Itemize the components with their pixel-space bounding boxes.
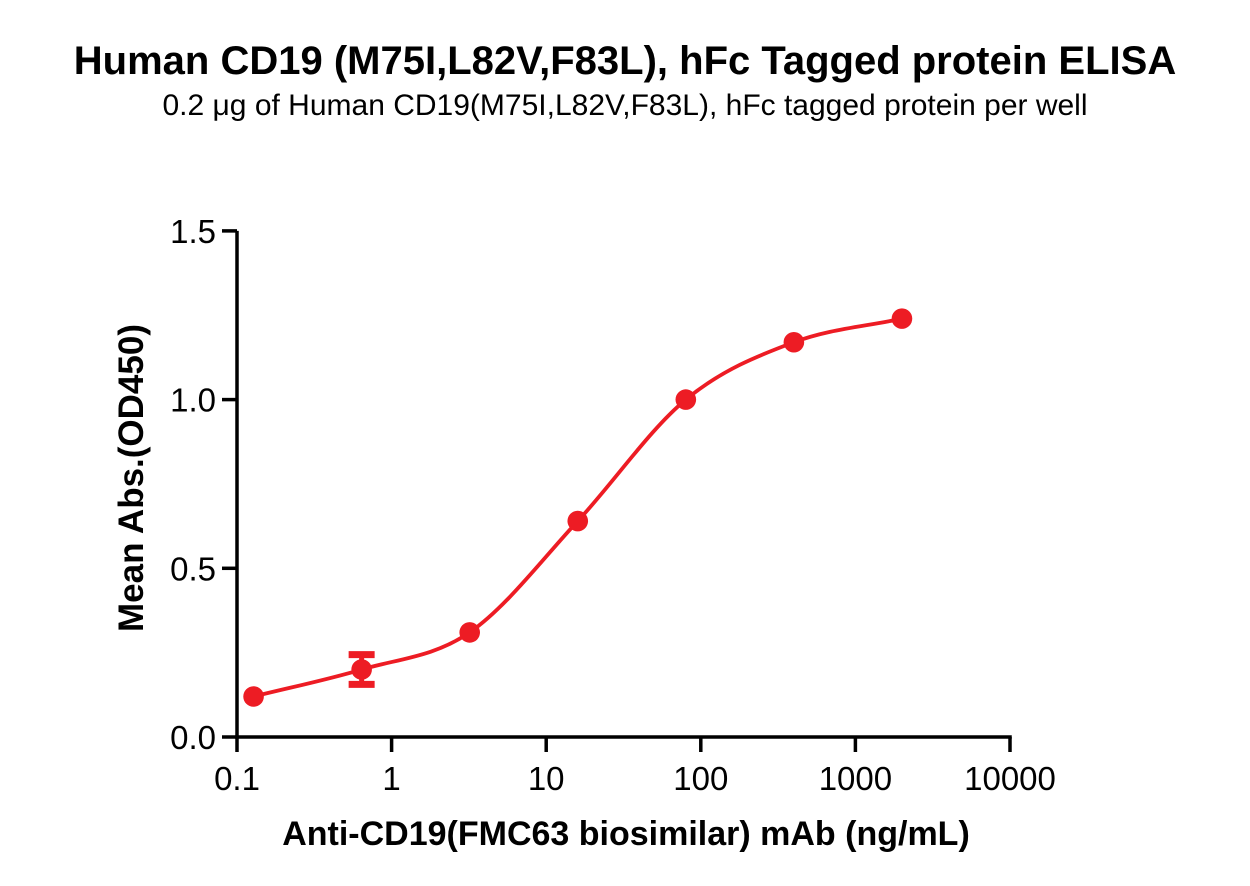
x-tick-label: 0.1: [214, 760, 260, 797]
x-tick-label: 100: [673, 760, 728, 797]
x-tick-label: 10: [528, 760, 565, 797]
chart-subtitle: 0.2 μg of Human CD19(M75I,L82V,F83L), hF…: [162, 89, 1088, 122]
x-tick-label: 1000: [819, 760, 892, 797]
x-tick-label: 10000: [964, 760, 1056, 797]
y-axis-label: Mean Abs.(OD450): [112, 324, 151, 632]
y-tick-label: 0.0: [170, 719, 216, 756]
axes: [235, 230, 1012, 739]
data-point: [243, 686, 264, 707]
data-point: [567, 510, 589, 532]
data-point: [783, 331, 805, 353]
tick-labels: 0.1 1 10 100 1000 10000 0.0 0.5 1.0 1.5: [170, 213, 1056, 797]
chart-title: Human CD19 (M75I,L82V,F83L), hFc Tagged …: [73, 39, 1177, 83]
data-point: [891, 308, 913, 329]
data-point: [675, 389, 697, 410]
y-tick-label: 0.5: [170, 550, 216, 587]
tick-marks: [222, 229, 1012, 752]
fit-curve: [251, 316, 904, 699]
y-tick-label: 1.5: [170, 213, 216, 250]
data-point-layer: [243, 308, 913, 707]
x-axis-label: Anti-CD19(FMC63 biosimilar) mAb (ng/mL): [282, 815, 970, 853]
x-tick-label: 1: [382, 760, 400, 797]
data-point: [459, 622, 480, 643]
data-point: [351, 659, 372, 680]
y-tick-label: 1.0: [170, 382, 216, 419]
fit-curve-layer: [251, 316, 904, 699]
